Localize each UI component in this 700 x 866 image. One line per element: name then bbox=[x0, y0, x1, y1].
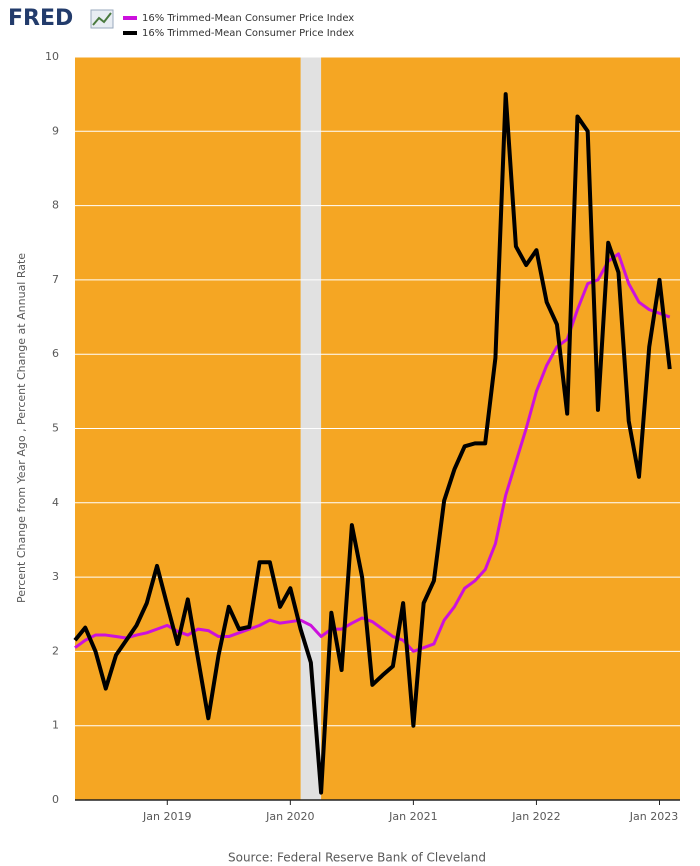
x-tick-label: Jan 2019 bbox=[142, 810, 191, 823]
source: Source: Federal Reserve Bank of Clevelan… bbox=[228, 851, 486, 865]
y-tick-label: 2 bbox=[52, 644, 59, 657]
logo: FRED bbox=[8, 6, 73, 31]
logo-icon bbox=[90, 9, 114, 29]
y-tick-label: 7 bbox=[52, 273, 59, 286]
series-line bbox=[73, 92, 672, 795]
y-tick-label: 8 bbox=[52, 199, 59, 212]
y-tick-label: 6 bbox=[52, 347, 59, 360]
legend-swatch bbox=[123, 31, 137, 35]
y-axis-label: Percent Change from Year Ago , Percent C… bbox=[15, 253, 28, 603]
x-tick-label: Jan 2023 bbox=[629, 810, 678, 823]
legend-swatch bbox=[123, 16, 137, 20]
legend-label: 16% Trimmed-Mean Consumer Price Index bbox=[142, 28, 354, 39]
legend-label: 16% Trimmed-Mean Consumer Price Index bbox=[142, 13, 354, 24]
y-tick-label: 3 bbox=[52, 570, 59, 583]
y-tick-label: 0 bbox=[52, 793, 59, 806]
y-tick-label: 9 bbox=[52, 124, 59, 137]
x-tick-label: Jan 2021 bbox=[388, 810, 437, 823]
y-tick-label: 5 bbox=[52, 422, 59, 435]
x-tick-label: Jan 2020 bbox=[265, 810, 314, 823]
y-tick-label: 10 bbox=[45, 50, 59, 63]
x-tick-label: Jan 2022 bbox=[511, 810, 560, 823]
y-tick-label: 4 bbox=[52, 496, 59, 509]
y-tick-label: 1 bbox=[52, 719, 59, 732]
